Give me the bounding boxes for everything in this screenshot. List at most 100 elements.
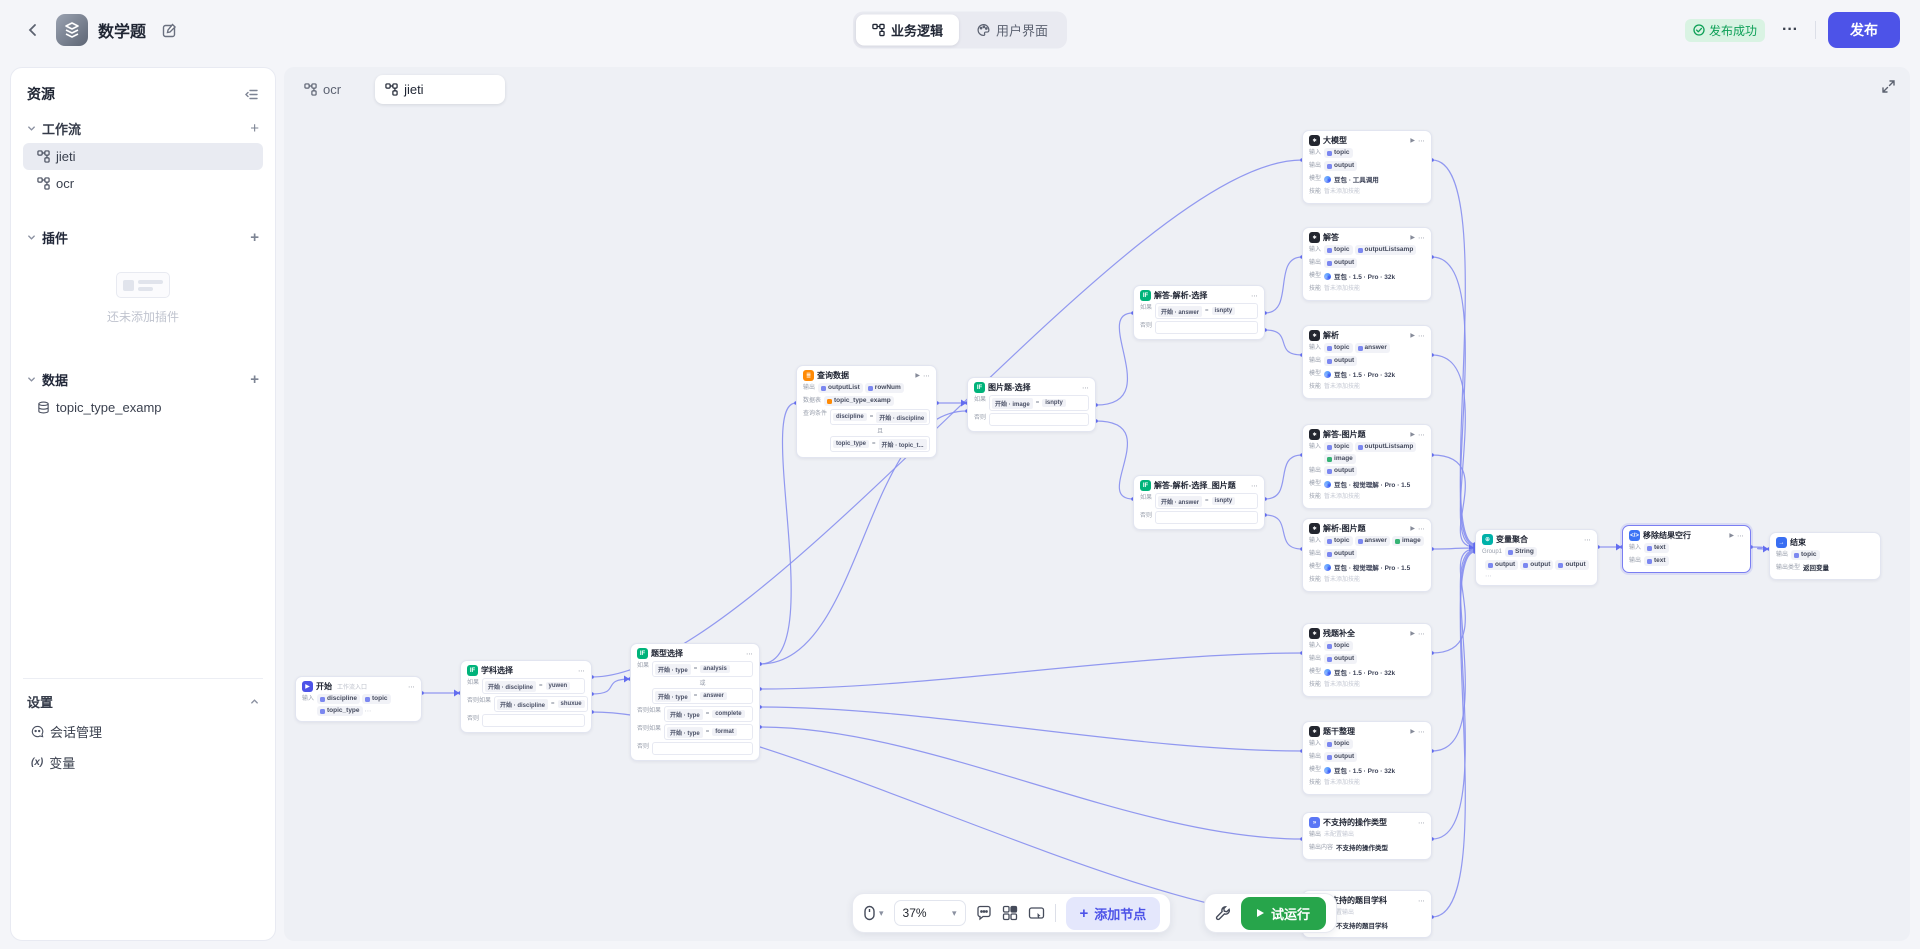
workflow-tab-ocr[interactable]: ocr: [294, 75, 351, 104]
node-jiexi-img[interactable]: ∗ 解析-图片题 ▶ ⋯ 输入 topic answer image 输出 output 模型 豆包 …: [1302, 518, 1432, 592]
more-menu-button[interactable]: ···: [1782, 21, 1798, 38]
variable-tag: output: [1324, 549, 1358, 559]
node-row: 查询条件 discipline = 开始 · discipline 且 topic_typ…: [803, 409, 931, 452]
back-button[interactable]: [20, 17, 46, 43]
test-run-button[interactable]: 试运行: [1241, 896, 1327, 930]
node-more-button[interactable]: ⋯: [1418, 137, 1425, 145]
section-workflow-header[interactable]: 工作流 +: [23, 114, 263, 143]
node-remove-blank[interactable]: </> 移除结果空行 ▶ ⋯ 输入 text 输出 text: [1622, 525, 1751, 573]
node-tigan[interactable]: ∗ 题干整理 ▶ ⋯ 输入 topic 输出 output 模型 豆包 · 1.5 · Pro ·…: [1302, 721, 1432, 795]
add-plugin-button[interactable]: +: [250, 229, 259, 246]
node-more-button[interactable]: ⋯: [1737, 532, 1744, 540]
node-row: 模型 豆包 · 工具调用: [1309, 174, 1425, 185]
node-more-button[interactable]: ⋯: [1251, 482, 1258, 490]
sidebar-item-session-management[interactable]: 会话管理: [23, 716, 263, 747]
node-var-agg[interactable]: ⊕ 变量聚合 ⋯ Group1 String output output output ⋯: [1475, 529, 1598, 586]
node-run-button[interactable]: ▶: [1410, 235, 1415, 241]
add-data-button[interactable]: +: [250, 371, 259, 388]
toolbar-divider: [1054, 904, 1056, 922]
node-row-label: 输出: [1309, 832, 1322, 838]
node-more-button[interactable]: ⋯: [746, 650, 753, 658]
publish-button[interactable]: 发布: [1828, 12, 1900, 48]
section-data-header[interactable]: 数据 +: [23, 365, 263, 394]
node-unsupported-op[interactable]: » 不支持的操作类型 ⋯ 输出 未配置输出 输出内容 不支持的操作类型: [1302, 812, 1432, 860]
test-run-label: 试运行: [1271, 906, 1311, 922]
collapse-sidebar-icon[interactable]: [244, 87, 259, 102]
node-jieda-img[interactable]: ∗ 解答-图片题 ▶ ⋯ 输入 topic outputListsamp image 输出 out…: [1302, 424, 1432, 509]
node-run-button[interactable]: ▶: [1410, 333, 1415, 339]
node-end[interactable]: → 结束 输出 topic 输出类型 返回变量: [1769, 532, 1881, 580]
node-header: ≣ 查询数据 ▶ ⋯: [803, 370, 930, 381]
node-row-label: 输出: [1629, 558, 1642, 564]
node-run-button[interactable]: ▶: [915, 373, 920, 379]
agg-node-icon: ⊕: [1482, 534, 1493, 545]
expand-canvas-icon[interactable]: [1881, 79, 1896, 94]
workflow-edge: [1095, 420, 1134, 500]
node-more-button[interactable]: ⋯: [1418, 728, 1425, 736]
node-more-button[interactable]: ⋯: [923, 372, 930, 380]
node-answer-analysis-if[interactable]: IF 解答-解析-选择 ⋯ 如果 开始 · answer = isnpty 否则: [1133, 285, 1265, 340]
node-more-button[interactable]: ⋯: [1418, 897, 1425, 905]
node-more-button[interactable]: ⋯: [1418, 630, 1425, 638]
pointer-tool-icon[interactable]: ▾: [863, 905, 884, 921]
sidebar-title: 资源: [27, 86, 55, 102]
node-more-button[interactable]: ⋯: [578, 667, 585, 675]
node-run-button[interactable]: ▶: [1729, 533, 1734, 539]
node-jieda[interactable]: ∗ 解答 ▶ ⋯ 输入 topic outputListsamp 输出 output 模型 豆包 ·…: [1302, 227, 1432, 301]
minimap-icon[interactable]: [1028, 906, 1045, 921]
tag-list: output output output ⋯: [1485, 560, 1591, 580]
debug-wrench-icon[interactable]: [1215, 905, 1231, 921]
comment-tool-icon[interactable]: [976, 905, 992, 921]
workflow-canvas[interactable]: ocr jieti ▶ 开始 工作流入口 ⋯ 输入 discipline topic topi…: [284, 67, 1910, 941]
node-query-data[interactable]: ≣ 查询数据 ▶ ⋯ 输出 outputList rowNum 数据表 topic_type_e…: [796, 365, 937, 458]
sidebar-item-ocr[interactable]: ocr: [23, 170, 263, 197]
tag-label: topic_type_examp: [834, 397, 891, 404]
condition-column: 开始 · answer = isnpty: [1155, 303, 1258, 319]
add-workflow-button[interactable]: +: [250, 120, 259, 137]
workflow-tab-jieti[interactable]: jieti: [375, 75, 506, 104]
node-more-button[interactable]: ⋯: [1418, 525, 1425, 533]
tab-business-logic[interactable]: 业务逻辑: [855, 14, 959, 46]
node-run-button[interactable]: ▶: [1410, 526, 1415, 532]
node-type-if[interactable]: IF 题型选择 ⋯ 如果 开始 · type = analysis 或开始 · type = an…: [630, 643, 760, 761]
tag-list: output: [1324, 356, 1358, 366]
edit-title-icon[interactable]: [156, 17, 182, 43]
section-settings-header[interactable]: 设置: [23, 687, 263, 716]
node-row-label: 输出: [1776, 552, 1789, 558]
node-run-button[interactable]: ▶: [1410, 432, 1415, 438]
node-more-button[interactable]: ⋯: [1584, 536, 1591, 544]
zoom-level-select[interactable]: 37% ▾: [893, 900, 966, 926]
node-more-button[interactable]: ⋯: [1251, 292, 1258, 300]
node-run-button[interactable]: ▶: [1410, 631, 1415, 637]
node-image-if[interactable]: IF 图片题-选择 ⋯ 如果 开始 · image = isnpty 否则: [967, 377, 1096, 432]
sidebar-item-jieti[interactable]: jieti: [23, 143, 263, 170]
node-more-button[interactable]: ⋯: [1082, 384, 1089, 392]
var-type-icon: [1357, 444, 1363, 450]
node-answer-analysis-img-if[interactable]: IF 解答-解析-选择_图片题 ⋯ 如果 开始 · answer = isnpty 否则: [1133, 475, 1265, 530]
node-row: 否则如果 开始 · type = complete: [637, 706, 753, 722]
section-plugin-header[interactable]: 插件 +: [23, 223, 263, 252]
tab-user-interface[interactable]: 用户界面: [961, 15, 1064, 46]
sidebar-item-variables[interactable]: (x) 变量: [23, 747, 263, 778]
node-more-button[interactable]: ⋯: [1418, 234, 1425, 242]
node-row-label: 输入: [302, 696, 315, 702]
node-canti[interactable]: ∗ 残题补全 ▶ ⋯ 输入 topic 输出 output 模型 豆包 · 1.5 · Pro ·…: [1302, 623, 1432, 697]
auto-layout-icon[interactable]: [1002, 905, 1018, 921]
node-more-button[interactable]: ⋯: [1418, 819, 1425, 827]
node-start[interactable]: ▶ 开始 工作流入口 ⋯ 输入 discipline topic topic_type ⋯: [295, 676, 422, 722]
node-row-label: 模型: [1309, 481, 1322, 487]
node-more-button[interactable]: ⋯: [408, 683, 415, 691]
node-jiexi[interactable]: ∗ 解析 ▶ ⋯ 输入 topic answer 输出 output 模型 豆包 · 1.5 · P…: [1302, 325, 1432, 399]
node-more-button[interactable]: ⋯: [1418, 332, 1425, 340]
node-row: 技能 暂未添加技能: [1309, 492, 1425, 503]
plugin-placeholder-graphic: [116, 272, 170, 298]
node-subject-if[interactable]: IF 学科选择 ⋯ 如果 开始 · discipline = yuwen 否则如果 开始 · d…: [460, 660, 592, 733]
variable-tag: output: [1324, 258, 1358, 268]
node-row: 输出类型 返回变量: [1776, 563, 1874, 574]
node-run-button[interactable]: ▶: [1410, 138, 1415, 144]
node-run-button[interactable]: ▶: [1410, 729, 1415, 735]
node-more-button[interactable]: ⋯: [1418, 431, 1425, 439]
sidebar-item-topic-type-examp[interactable]: topic_type_examp: [23, 394, 263, 421]
add-node-button[interactable]: + 添加节点: [1065, 896, 1161, 930]
node-llm-main[interactable]: ∗ 大模型 ▶ ⋯ 输入 topic 输出 output 模型 豆包 · 工具调用 技能 暂未添加技能: [1302, 130, 1432, 204]
